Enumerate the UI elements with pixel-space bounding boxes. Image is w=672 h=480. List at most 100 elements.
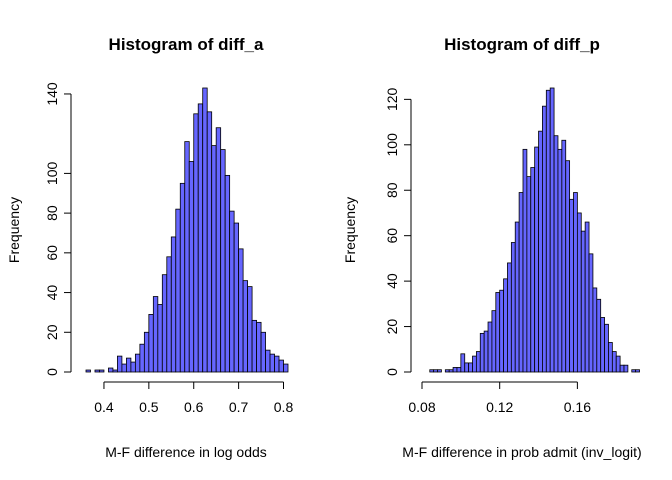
histogram-bar <box>184 141 190 373</box>
histogram-panel-diff-p: Histogram of diff_p M-F difference in pr… <box>342 35 642 460</box>
histogram-bar <box>522 148 528 373</box>
histogram-bar <box>615 355 621 373</box>
y-tick-label: 80 <box>384 182 400 198</box>
y-tick-label: 20 <box>44 324 60 340</box>
histogram-bar <box>530 167 536 373</box>
histogram-bar <box>437 369 442 373</box>
histogram-bar <box>117 355 123 373</box>
y-tick-label: 60 <box>384 228 400 244</box>
histogram-bar <box>238 248 244 373</box>
histogram-bar <box>542 105 547 373</box>
histogram-bar <box>139 343 145 373</box>
histogram-bar <box>557 148 563 373</box>
histogram-bar <box>179 182 186 373</box>
histogram-bar <box>112 369 118 373</box>
histogram-bar <box>464 362 470 373</box>
histogram-bar <box>152 296 159 373</box>
x-tick-label: 0.4 <box>94 399 114 415</box>
histogram-bar <box>108 367 114 373</box>
histogram-bar <box>553 135 559 373</box>
histogram-bar <box>251 319 257 373</box>
histogram-bar <box>631 369 637 373</box>
y-tick-label: 100 <box>44 162 60 186</box>
histogram-bar <box>433 369 438 373</box>
y-tick-label: 120 <box>384 87 400 111</box>
y-axis-label: Frequency <box>6 197 22 263</box>
y-tick-label: 80 <box>44 205 60 221</box>
histogram-bar <box>510 242 516 373</box>
histogram-bar <box>197 103 204 373</box>
x-axis-label: M-F difference in log odds <box>105 444 267 460</box>
histogram-bar <box>503 278 508 373</box>
x-axis: 0.08 0.12 0.16 <box>408 381 591 415</box>
histogram-bar <box>604 323 609 373</box>
histogram-bar <box>499 289 504 373</box>
histogram-panel-diff-a: Histogram of diff_a M-F difference in lo… <box>6 35 293 460</box>
x-tick-label: 0.7 <box>229 399 249 415</box>
x-axis-label: M-F difference in prob admit (inv_logit) <box>402 444 641 460</box>
x-axis: 0.4 0.5 0.6 0.7 0.8 <box>94 381 293 415</box>
histogram-bar <box>429 369 435 373</box>
histogram-bar <box>202 87 208 373</box>
histogram-bar <box>193 113 199 373</box>
histogram-bar <box>134 353 141 373</box>
bars <box>429 87 640 373</box>
y-tick-label: 40 <box>384 273 400 289</box>
histogram-bar <box>85 369 91 373</box>
histogram-bar <box>170 236 177 373</box>
histogram-bar <box>608 342 613 373</box>
y-tick-label: 20 <box>384 319 400 335</box>
x-tick-label: 0.12 <box>486 399 513 415</box>
histogram-bar <box>283 363 289 373</box>
histogram-bar <box>206 111 213 373</box>
histogram-bar <box>561 139 567 373</box>
y-tick-label: 140 <box>44 82 60 106</box>
histogram-bar <box>161 274 168 373</box>
y-axis: 0 20 40 60 80 100 140 <box>44 82 72 376</box>
histogram-bar <box>260 331 266 373</box>
x-tick-label: 0.08 <box>408 399 435 415</box>
histogram-bar <box>188 161 195 373</box>
histogram-bar <box>265 349 271 373</box>
histogram-bar <box>166 256 172 373</box>
y-tick-label: 40 <box>44 285 60 301</box>
histogram-bar <box>229 210 235 373</box>
histogram-bar <box>448 369 454 373</box>
chart-title: Histogram of diff_p <box>444 35 600 54</box>
histogram-bar <box>475 351 481 373</box>
histogram-bar <box>126 357 132 373</box>
histogram-bar <box>444 369 450 373</box>
bars <box>85 87 289 373</box>
histogram-bar <box>215 127 222 373</box>
histogram-bar <box>611 351 617 373</box>
histogram-bar <box>635 369 640 373</box>
histogram-bar <box>269 353 275 373</box>
x-tick-label: 0.6 <box>184 399 204 415</box>
histogram-bar <box>584 221 590 373</box>
y-axis: 0 20 40 60 80 100 120 <box>384 87 412 376</box>
histogram-bar <box>592 287 598 373</box>
histogram-bar <box>224 174 231 373</box>
histogram-bar <box>569 198 574 373</box>
histogram-bar <box>456 367 462 373</box>
histogram-bar <box>233 222 240 373</box>
histogram-bar <box>472 355 477 373</box>
histogram-bar <box>211 145 217 373</box>
histogram-bar <box>274 355 280 373</box>
histogram-bar <box>483 330 489 373</box>
histogram-bar <box>565 160 571 373</box>
histogram-bar <box>148 314 154 373</box>
histogram-bar <box>507 262 512 373</box>
histogram-bar <box>534 146 539 373</box>
histogram-bar <box>495 292 501 373</box>
chart-title: Histogram of diff_a <box>109 35 264 54</box>
x-tick-label: 0.5 <box>139 399 159 415</box>
histogram-bar <box>94 369 100 373</box>
histogram-bar <box>468 362 473 373</box>
y-axis-label: Frequency <box>342 197 358 263</box>
y-tick-label: 0 <box>44 368 60 376</box>
histogram-bar <box>580 230 586 373</box>
histogram-bar <box>596 298 602 373</box>
x-tick-label: 0.16 <box>564 399 591 415</box>
